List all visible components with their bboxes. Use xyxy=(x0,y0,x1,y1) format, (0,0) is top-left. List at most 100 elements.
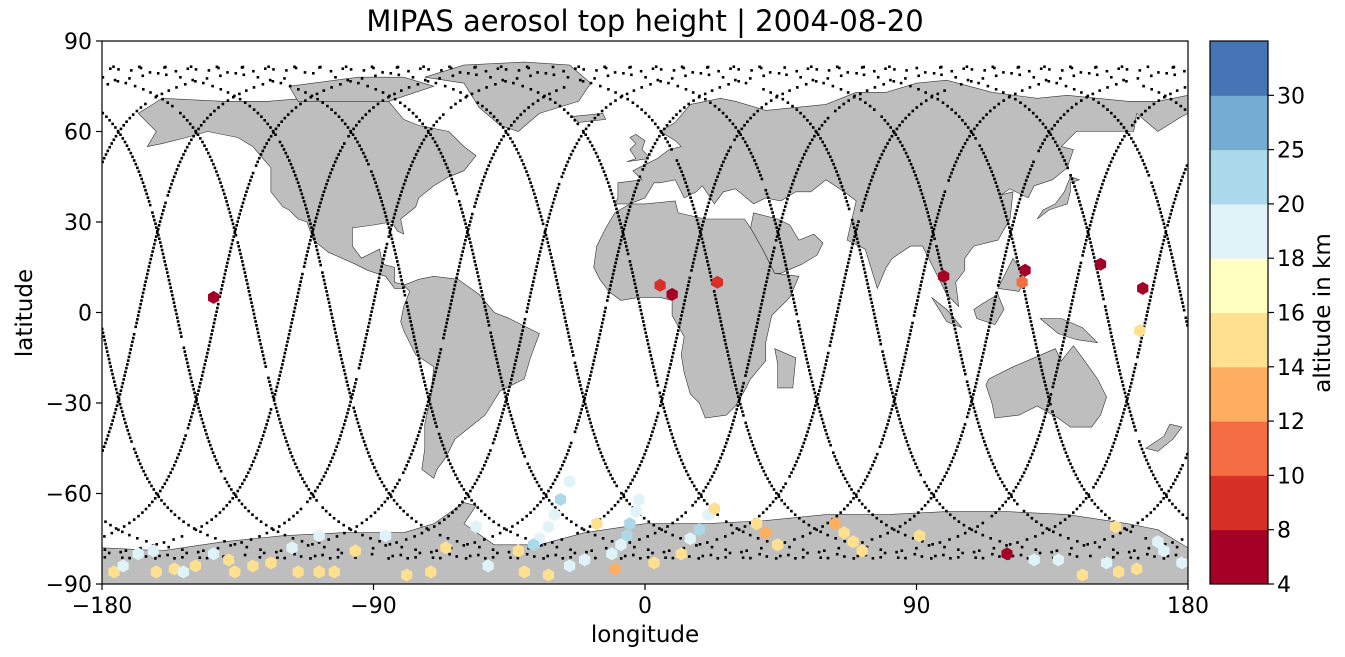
track-dot xyxy=(135,455,139,458)
track-dot xyxy=(923,480,926,484)
track-dot xyxy=(542,491,546,495)
track-dot xyxy=(243,478,246,482)
track-dot xyxy=(349,131,353,134)
track-dot xyxy=(583,396,587,400)
aerosol-point xyxy=(1134,324,1146,338)
track-dot xyxy=(440,69,443,72)
track-dot xyxy=(701,554,705,558)
track-dot xyxy=(348,527,351,530)
track-dot xyxy=(120,385,124,389)
track-dot xyxy=(629,65,632,69)
track-dot xyxy=(418,551,422,555)
track-dot xyxy=(815,131,819,134)
track-dot xyxy=(247,182,251,186)
track-dot xyxy=(749,351,752,355)
track-dot xyxy=(1128,410,1132,413)
track-dot xyxy=(525,552,529,556)
track-dot xyxy=(731,122,735,126)
track-dot xyxy=(166,101,169,104)
track-dot xyxy=(747,432,751,436)
track-dot xyxy=(625,92,629,96)
track-dot xyxy=(1074,473,1078,477)
track-dot xyxy=(453,185,456,188)
track-dot xyxy=(261,354,265,357)
track-dot xyxy=(551,65,555,69)
track-dot xyxy=(1014,212,1017,216)
track-dot xyxy=(282,148,286,151)
track-dot xyxy=(653,369,656,372)
track-dot xyxy=(243,101,247,104)
track-dot xyxy=(1133,366,1137,370)
track-dot xyxy=(852,557,856,560)
track-dot xyxy=(477,475,481,478)
track-dot xyxy=(888,65,891,68)
track-dot xyxy=(206,533,209,537)
track-dot xyxy=(490,335,493,338)
track-dot xyxy=(529,291,533,295)
track-dot xyxy=(614,99,617,102)
track-dot xyxy=(536,504,539,507)
track-dot xyxy=(845,269,848,272)
track-dot xyxy=(900,370,903,374)
track-dot xyxy=(340,119,344,122)
track-dot xyxy=(547,499,551,502)
track-dot xyxy=(561,513,564,516)
track-dot xyxy=(1146,462,1150,466)
track-dot xyxy=(720,164,724,167)
track-dot xyxy=(781,212,785,216)
track-dot xyxy=(478,282,482,286)
track-dot xyxy=(498,142,501,145)
track-dot xyxy=(164,201,167,205)
track-dot xyxy=(168,186,172,190)
track-dot xyxy=(894,133,898,136)
track-dot xyxy=(671,351,675,355)
track-dot xyxy=(169,509,173,513)
track-dot xyxy=(516,533,519,537)
track-dot xyxy=(348,404,351,407)
track-dot xyxy=(421,122,424,126)
track-dot xyxy=(391,241,395,244)
track-dot xyxy=(731,531,734,535)
track-dot xyxy=(709,553,713,557)
track-dot xyxy=(697,497,700,500)
track-dot xyxy=(1084,222,1088,226)
track-dot xyxy=(1097,275,1100,278)
track-dot xyxy=(531,188,535,192)
track-dot xyxy=(292,514,295,518)
track-dot xyxy=(236,489,240,493)
track-dot xyxy=(114,527,118,530)
track-dot xyxy=(835,458,838,462)
track-dot xyxy=(374,88,378,91)
track-dot xyxy=(1043,415,1047,419)
track-dot xyxy=(540,218,544,222)
track-dot xyxy=(1094,205,1097,208)
track-dot xyxy=(313,237,316,241)
track-dot xyxy=(835,65,839,69)
track-dot xyxy=(909,162,913,166)
track-dot xyxy=(293,552,296,556)
aerosol-point xyxy=(684,532,696,546)
track-dot xyxy=(102,156,106,160)
track-dot xyxy=(1014,92,1017,96)
track-dot xyxy=(1053,525,1057,528)
colorbar-tick-label: 20 xyxy=(1277,193,1305,218)
track-dot xyxy=(444,325,448,329)
track-dot xyxy=(836,306,840,310)
track-dot xyxy=(1133,549,1136,552)
track-dot xyxy=(507,550,511,554)
track-dot xyxy=(376,280,380,283)
track-dot xyxy=(778,237,781,241)
track-dot xyxy=(252,460,255,463)
track-dot xyxy=(1159,250,1163,253)
track-dot xyxy=(283,77,286,80)
track-dot xyxy=(810,380,814,383)
track-dot xyxy=(484,308,488,312)
track-dot xyxy=(940,65,943,69)
track-dot xyxy=(236,220,239,223)
track-dot xyxy=(987,451,990,454)
track-dot xyxy=(1097,194,1100,197)
track-dot xyxy=(1050,127,1054,131)
track-dot xyxy=(329,69,333,73)
track-dot xyxy=(407,86,411,89)
track-dot xyxy=(412,335,416,338)
